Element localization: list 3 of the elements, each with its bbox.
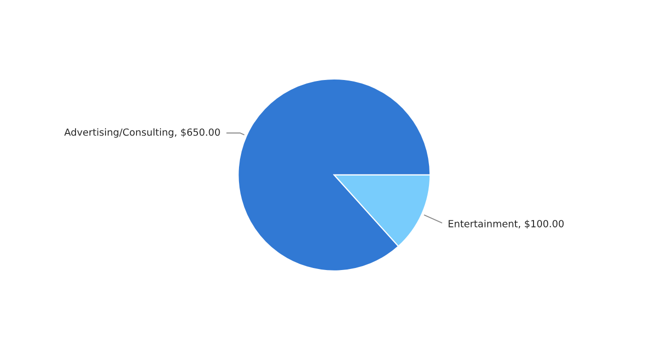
pie-slice (238, 78, 431, 272)
slice-label: Advertising/Consulting, $650.00 (64, 128, 220, 138)
slice-label: Entertainment, $100.00 (448, 220, 564, 229)
